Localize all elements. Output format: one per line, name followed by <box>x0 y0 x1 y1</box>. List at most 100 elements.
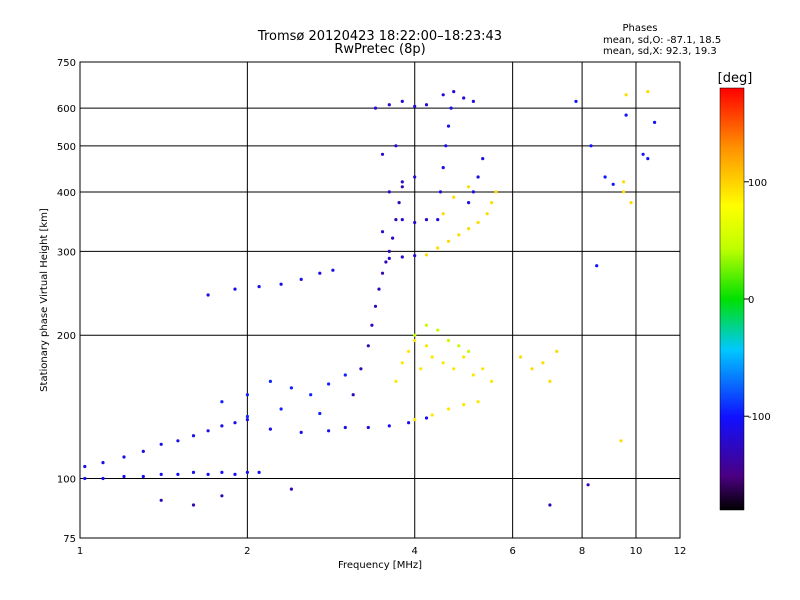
data-point <box>387 256 391 260</box>
x-tick-labels: 1 2 4 6 8 10 12 <box>77 546 687 557</box>
x-axis-label: Frequency [MHz] <box>338 560 422 571</box>
data-point <box>245 393 249 397</box>
data-point <box>481 367 485 371</box>
data-point <box>159 442 163 446</box>
data-point <box>279 407 283 411</box>
data-point <box>122 474 126 479</box>
data-point <box>424 416 429 420</box>
data-points <box>83 90 657 507</box>
data-point <box>220 494 224 498</box>
data-point <box>373 106 378 110</box>
data-point <box>220 424 224 428</box>
data-point <box>424 103 429 107</box>
data-point <box>629 201 633 205</box>
data-point <box>519 355 523 359</box>
data-point <box>446 239 451 243</box>
data-point <box>318 271 322 275</box>
data-point <box>83 464 87 469</box>
data-point <box>462 96 466 100</box>
x-tick-label: 4 <box>412 546 418 557</box>
data-point <box>122 455 126 459</box>
y-tick-label: 600 <box>57 104 76 115</box>
data-point <box>430 355 434 359</box>
data-point <box>159 472 163 476</box>
data-point <box>446 124 451 128</box>
data-point <box>101 476 105 481</box>
y-tick-label: 750 <box>57 58 76 69</box>
data-point <box>141 474 145 479</box>
data-point <box>471 373 475 377</box>
x-tick-label: 12 <box>674 546 687 557</box>
data-point <box>413 333 417 337</box>
data-point <box>441 212 445 216</box>
data-point <box>452 195 456 199</box>
data-point <box>441 93 445 97</box>
data-point <box>462 403 466 407</box>
data-point <box>380 271 385 275</box>
data-point <box>400 180 404 184</box>
data-point <box>467 227 471 231</box>
data-point <box>206 429 210 433</box>
data-point <box>279 282 283 286</box>
data-point <box>413 254 417 258</box>
data-point <box>438 190 443 194</box>
data-point <box>541 361 545 365</box>
data-point <box>366 344 370 348</box>
data-point <box>327 429 331 433</box>
data-point <box>233 287 237 291</box>
data-point <box>424 323 429 327</box>
data-point <box>457 344 461 348</box>
data-point <box>257 470 261 474</box>
data-point <box>299 277 303 281</box>
data-point <box>641 152 645 156</box>
data-point <box>101 461 105 465</box>
data-point <box>268 427 272 431</box>
data-point <box>380 152 385 156</box>
data-point <box>206 472 210 476</box>
data-point <box>589 144 593 148</box>
data-point <box>343 373 347 377</box>
colorbar-tick-label: 100 <box>748 178 767 189</box>
chart-title: Tromsø 20120423 18:22:00–18:23:43 <box>257 29 502 44</box>
data-point <box>384 260 388 264</box>
data-point <box>476 400 480 404</box>
data-point <box>176 439 180 443</box>
data-point <box>611 182 615 186</box>
data-point <box>462 355 466 359</box>
colorbar-label: [deg] <box>718 71 753 86</box>
colorbar <box>719 87 745 511</box>
data-point <box>467 349 471 353</box>
data-point <box>574 99 578 103</box>
data-point <box>380 230 385 234</box>
stats-line-x: mean, sd,X: 92.3, 19.3 <box>603 46 717 57</box>
data-point <box>490 201 494 205</box>
plot-frame <box>79 61 681 539</box>
data-point <box>494 190 498 194</box>
data-point <box>366 425 370 430</box>
data-point <box>471 99 475 103</box>
data-point <box>233 421 237 425</box>
data-point <box>446 407 451 411</box>
stats-line-o: mean, sd,O: -87.1, 18.5 <box>603 35 721 46</box>
data-point <box>467 185 471 189</box>
data-point <box>485 212 489 216</box>
colorbar-tick-label: -100 <box>748 412 771 423</box>
data-point <box>548 503 552 507</box>
x-tick-label: 1 <box>77 546 83 557</box>
data-point <box>436 328 440 332</box>
data-point <box>653 120 657 124</box>
data-point <box>400 361 404 365</box>
chart-subtitle: RwPretec (8p) <box>334 42 425 57</box>
data-point <box>397 201 401 205</box>
data-point <box>424 218 429 222</box>
data-point <box>359 367 363 371</box>
data-point <box>289 487 293 491</box>
data-point <box>424 344 429 348</box>
stats-heading: Phases <box>622 23 657 34</box>
data-point <box>441 166 445 170</box>
data-point <box>430 413 434 417</box>
data-point <box>624 113 628 117</box>
data-point <box>452 367 456 371</box>
data-point <box>449 106 453 110</box>
data-point <box>331 268 335 272</box>
